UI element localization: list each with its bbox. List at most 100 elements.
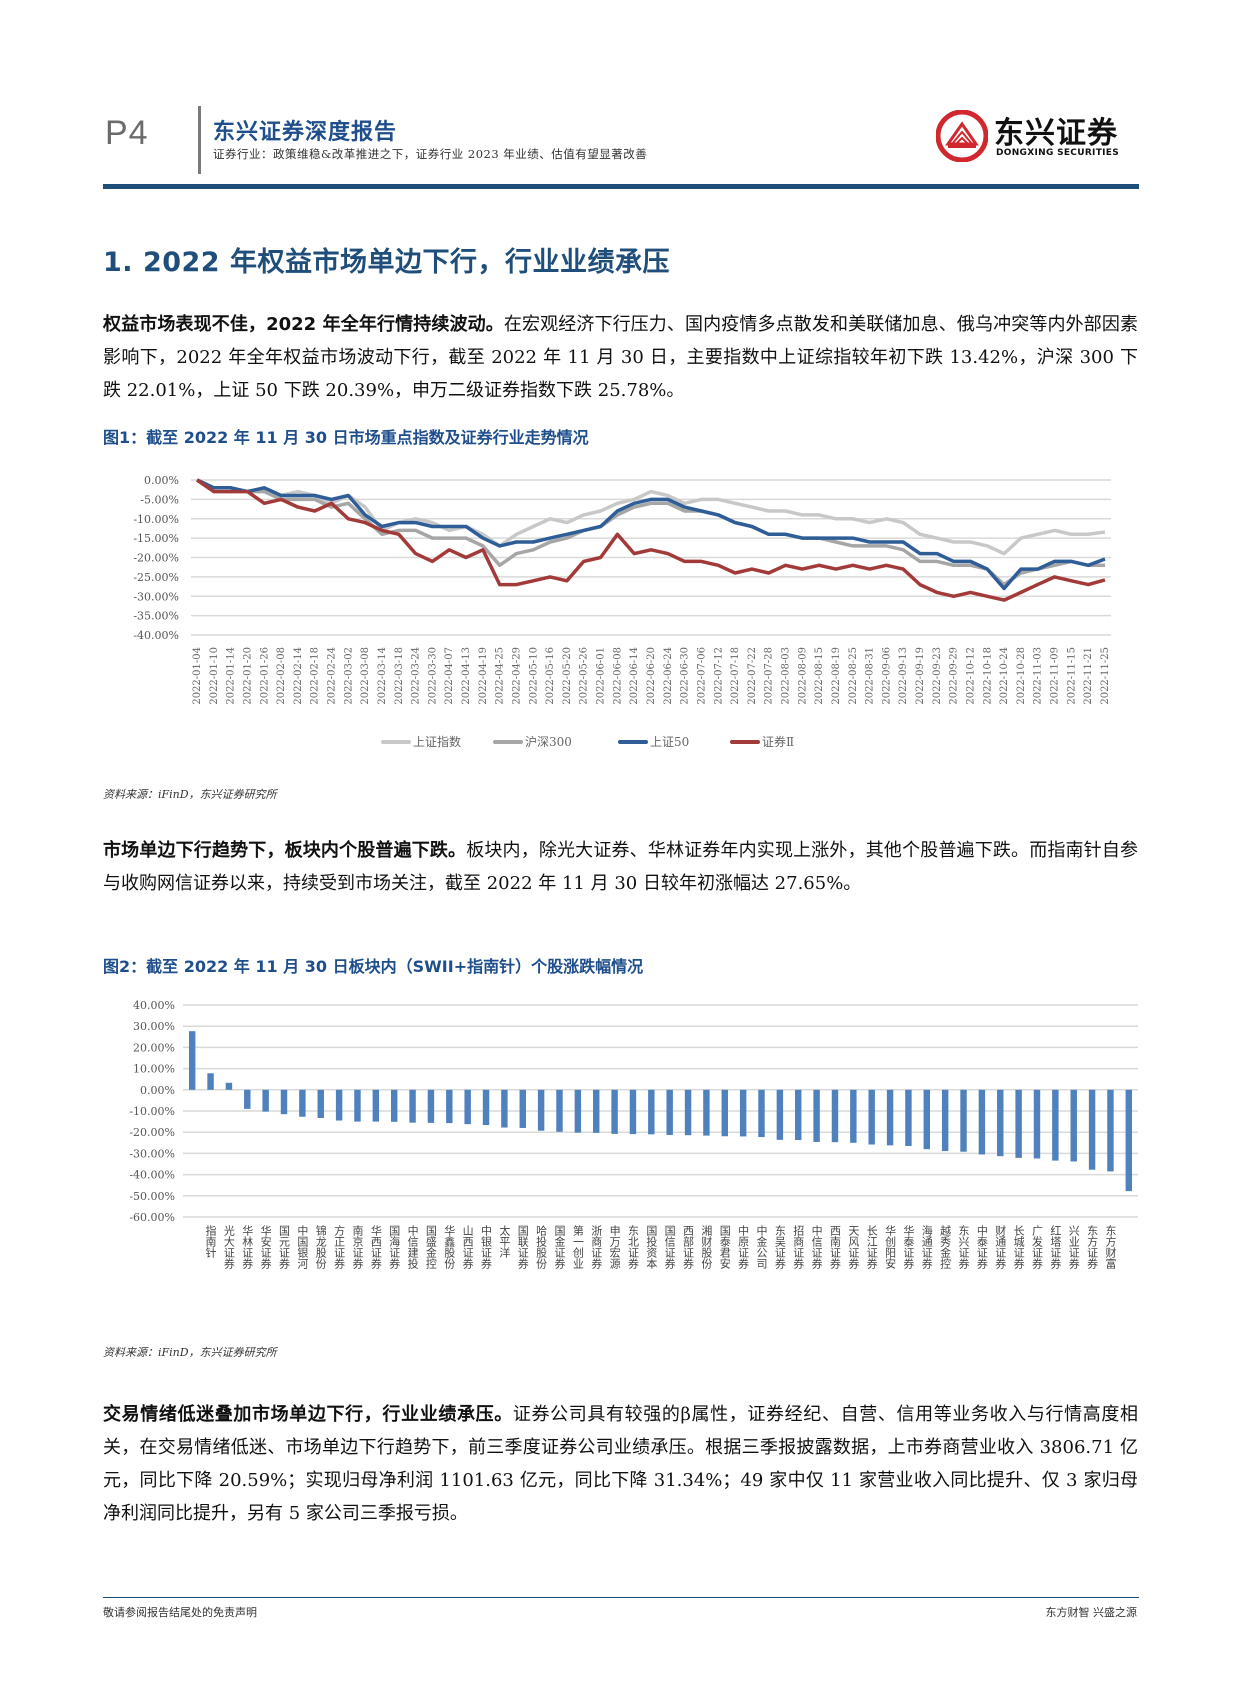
x-category-label: 长城证券	[1012, 1225, 1025, 1269]
legend-item: 上证50	[618, 735, 689, 749]
x-tick-label: 2022-02-14	[293, 647, 304, 705]
bar	[280, 1089, 288, 1115]
x-tick-label: 2022-04-13	[461, 647, 472, 705]
x-tick-label: 2022-03-24	[411, 647, 422, 705]
x-tick-label: 2022-09-19	[915, 647, 926, 705]
svg-text:上证50: 上证50	[650, 735, 689, 749]
x-tick-label: 2022-09-06	[881, 647, 892, 705]
bar	[390, 1089, 398, 1122]
y-tick-label: 40.00%	[133, 999, 175, 1012]
bar	[593, 1089, 600, 1133]
logo-text-cn: 东兴证券	[994, 116, 1118, 151]
y-tick-label: -50.00%	[129, 1190, 175, 1203]
bar	[207, 1073, 214, 1090]
y-tick-label: -40.00%	[129, 1169, 175, 1182]
bar	[923, 1089, 931, 1150]
figure-2-title: 图2：截至 2022 年 11 月 30 日板块内（SWII+指南针）个股涨跌幅…	[103, 957, 644, 976]
x-category-label: 华泰证券	[902, 1224, 915, 1269]
x-tick-label: 2022-03-14	[377, 647, 388, 705]
series-line	[196, 478, 1106, 602]
x-tick-label: 2022-01-10	[209, 647, 220, 705]
figure-1-source: 资料来源：iFinD，东兴证券研究所	[103, 788, 277, 801]
y-tick-label: -5.00%	[140, 493, 179, 506]
legend-item: 沪深300	[493, 735, 572, 749]
x-category-label: 兴业证券	[1067, 1225, 1080, 1269]
bar	[831, 1089, 839, 1143]
paragraph-1: 权益市场表现不佳，2022 年全年行情持续波动。在宏观经济下行压力、国内疫情多点…	[103, 308, 1138, 407]
x-category-label: 财通证券	[994, 1224, 1007, 1269]
bar	[721, 1089, 728, 1137]
footer-rule	[103, 1597, 1139, 1598]
bar	[537, 1089, 545, 1131]
bar	[519, 1089, 526, 1128]
x-tick-label: 2022-04-19	[478, 647, 489, 705]
bar	[188, 1031, 196, 1090]
bar	[941, 1089, 949, 1152]
bar	[1107, 1089, 1114, 1172]
x-tick-label: 2022-04-25	[495, 647, 506, 705]
y-tick-label: -30.00%	[129, 1147, 175, 1160]
bar	[905, 1089, 912, 1146]
x-tick-label: 2022-08-31	[865, 647, 876, 705]
bar	[317, 1089, 324, 1118]
bar	[482, 1089, 490, 1125]
x-category-label: 广发证券	[1030, 1225, 1043, 1269]
page-number: P4	[105, 114, 149, 152]
x-tick-label: 2022-02-24	[327, 647, 338, 705]
x-tick-label: 2022-11-21	[1083, 647, 1094, 705]
x-category-label: 中信建投	[406, 1225, 419, 1270]
series-line	[196, 478, 1105, 587]
x-tick-label: 2022-11-25	[1100, 647, 1111, 705]
x-tick-label: 2022-08-25	[848, 647, 859, 705]
x-category-label: 锦龙股份	[314, 1224, 327, 1270]
x-category-label: 东北证券	[626, 1225, 639, 1269]
x-tick-label: 2022-04-07	[444, 647, 455, 705]
x-category-label: 太平洋	[498, 1225, 511, 1258]
bar	[611, 1089, 618, 1134]
x-category-label: 中原证券	[737, 1225, 750, 1269]
series-line	[196, 478, 1106, 591]
x-tick-label: 2022-08-09	[797, 647, 808, 705]
header-rule	[103, 184, 1139, 189]
x-category-label: 天风证券	[847, 1225, 860, 1269]
y-tick-label: 30.00%	[133, 1020, 175, 1033]
bar	[795, 1089, 802, 1141]
footer-slogan: 东方财智 兴盛之源	[1045, 1606, 1138, 1619]
x-tick-label: 2022-11-09	[1050, 647, 1061, 705]
y-tick-label: -30.00%	[133, 590, 179, 603]
paragraph-3-body: 证券公司具有较强的β属性，证券经纪、自营、信用等业务收入与行情高度相关，在交易情…	[103, 1404, 1139, 1524]
bar	[372, 1089, 380, 1122]
x-tick-label: 2022-11-15	[1066, 647, 1077, 705]
figure-1-title: 图1：截至 2022 年 11 月 30 日市场重点指数及证券行业走势情况	[103, 428, 589, 447]
svg-text:上证指数: 上证指数	[413, 734, 461, 749]
svg-text:证券Ⅱ: 证券Ⅱ	[762, 734, 794, 749]
legend-item: 证券Ⅱ	[730, 734, 794, 749]
y-tick-label: 20.00%	[133, 1041, 175, 1054]
x-tick-label: 2022-07-12	[713, 647, 724, 705]
bar	[409, 1089, 416, 1123]
legend-item: 上证指数	[381, 734, 461, 749]
x-category-label: 东兴证券	[957, 1225, 970, 1269]
y-tick-label: -35.00%	[133, 610, 179, 623]
svg-text:沪深300: 沪深300	[525, 735, 572, 749]
x-category-label: 国海证券	[388, 1225, 401, 1269]
x-category-label: 申万宏源	[608, 1225, 621, 1270]
y-tick-label: -10.00%	[133, 513, 179, 526]
company-logo: 东兴证券 DONGXING SECURITIES	[936, 108, 1136, 168]
bar	[427, 1089, 435, 1123]
x-tick-label: 2022-08-03	[781, 647, 792, 705]
bar	[886, 1089, 894, 1146]
x-category-label: 华创阳安	[884, 1224, 897, 1270]
paragraph-2: 市场单边下行趋势下，板块内个股普遍下跌。板块内，除光大证券、华林证券年内实现上涨…	[103, 834, 1138, 900]
x-category-label: 国联证券	[516, 1225, 529, 1269]
bar	[813, 1089, 820, 1142]
series-line	[196, 478, 1106, 556]
x-tick-label: 2022-05-16	[545, 647, 556, 705]
bar	[501, 1089, 508, 1128]
x-tick-label: 2022-08-19	[831, 647, 842, 705]
x-category-label: 国盛金控	[424, 1225, 437, 1269]
bar	[225, 1082, 233, 1090]
x-tick-label: 2022-06-20	[646, 647, 657, 705]
x-category-label: 华林证券	[241, 1224, 254, 1269]
x-category-label: 中泰证券	[975, 1225, 988, 1269]
